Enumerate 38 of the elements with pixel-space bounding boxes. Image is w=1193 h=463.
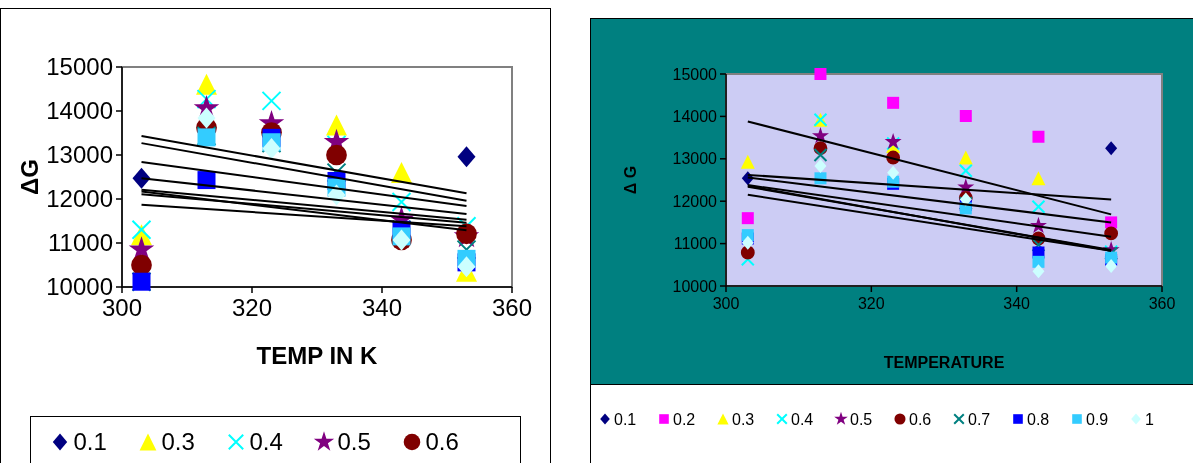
y-axis-title: Δ G	[622, 165, 639, 195]
legend-label: 0.2	[673, 410, 696, 428]
legend-label: 0.4	[249, 428, 283, 456]
y-tick-label: 13000	[46, 141, 113, 169]
legend-label: 0.8	[1027, 410, 1050, 428]
x-tick-label: 300	[101, 294, 143, 322]
x-axis-title: TEMP IN K	[256, 342, 379, 369]
legend-label: 0.6	[425, 428, 459, 456]
y-tick-label: 14000	[46, 97, 113, 125]
y-tick-label: 11000	[48, 229, 113, 257]
legend-label: 0.9	[1086, 410, 1109, 428]
y-tick-label: 12000	[46, 185, 113, 213]
x-tick-label: 340	[1003, 294, 1031, 312]
y-tick-label: 14000	[672, 108, 718, 125]
legend-label: 0.1	[73, 428, 107, 456]
y-tick-label: 15000	[672, 65, 718, 83]
y-tick-label: 11000	[673, 235, 718, 253]
legend-label: 1	[1145, 410, 1154, 428]
legend-label: 0.3	[732, 410, 755, 428]
x-tick-label: 360	[1148, 294, 1176, 312]
x-tick-label: 340	[361, 294, 403, 322]
x-tick-label: 320	[231, 294, 273, 322]
legend-label: 0.5	[337, 428, 371, 456]
y-tick-label: 13000	[672, 150, 718, 168]
legend-label: 0.3	[161, 428, 195, 456]
x-axis-title: TEMPERATURE	[883, 354, 1005, 371]
legend-label: 0.1	[614, 410, 637, 428]
legend-label: 0.7	[968, 410, 991, 428]
y-axis-title: ΔG	[16, 159, 43, 195]
y-tick-label: 10000	[672, 277, 718, 295]
legend-label: 0.6	[909, 410, 932, 428]
y-tick-label: 15000	[46, 53, 113, 81]
y-tick-label: 12000	[672, 192, 718, 210]
x-tick-label: 360	[491, 294, 533, 322]
x-tick-label: 300	[712, 294, 740, 312]
x-tick-label: 320	[857, 294, 885, 312]
legend-label: 0.5	[850, 410, 873, 428]
legend-label: 0.4	[791, 410, 814, 428]
